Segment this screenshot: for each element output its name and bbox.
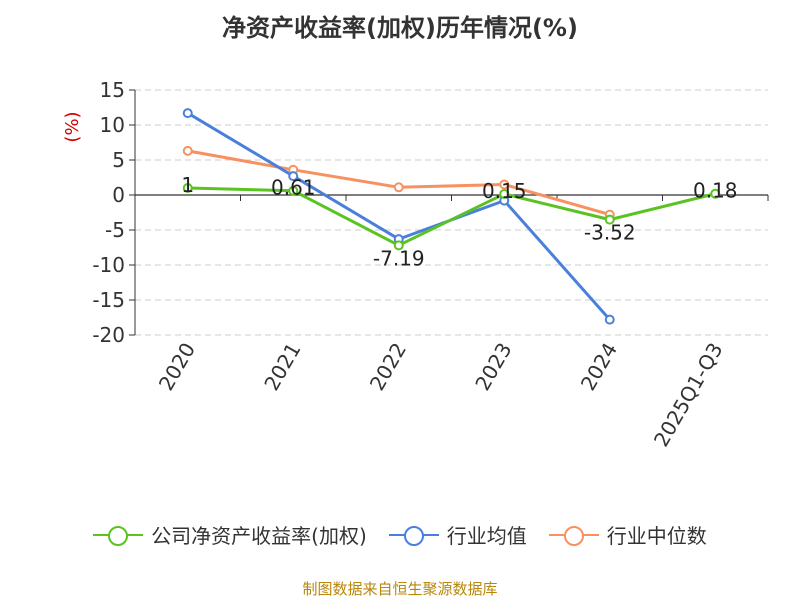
- legend-label: 行业中位数: [606, 524, 707, 548]
- data-label: 1: [181, 173, 194, 197]
- y-tick-label: -15: [92, 288, 125, 312]
- x-tick-label: 2020: [154, 339, 200, 395]
- y-tick-label: -5: [105, 218, 125, 242]
- data-point: [182, 108, 193, 119]
- data-label: 0.18: [693, 179, 738, 203]
- data-point: [182, 145, 193, 156]
- series-line-0: [187, 186, 716, 247]
- legend-label: 公司净资产收益率(加权): [151, 524, 367, 548]
- series-line-1: [186, 111, 611, 321]
- legend: 公司净资产收益率(加权) 行业均值 行业中位数: [0, 520, 800, 549]
- y-tick-label: 10: [100, 113, 125, 137]
- legend-item-industry-average[interactable]: 行业均值: [388, 520, 527, 549]
- data-point: [393, 240, 404, 251]
- data-label: -3.52: [584, 221, 636, 245]
- y-tick-label: -20: [92, 323, 125, 347]
- x-tick-label: 2022: [365, 339, 411, 395]
- data-point: [710, 188, 721, 199]
- legend-marker-icon: [388, 525, 439, 546]
- y-tick-label: 5: [112, 148, 125, 172]
- legend-marker-icon: [548, 525, 599, 546]
- x-tick-label: 2021: [259, 339, 305, 395]
- x-tick-label: 2024: [576, 339, 622, 395]
- y-tick-label: 0: [112, 183, 125, 207]
- legend-marker-icon: [93, 525, 144, 546]
- legend-item-company[interactable]: 公司净资产收益率(加权): [93, 520, 367, 549]
- legend-item-industry-median[interactable]: 行业中位数: [548, 520, 707, 549]
- data-label: -7.19: [373, 246, 425, 270]
- data-source-note: 制图数据来自恒生聚源数据库: [302, 580, 498, 598]
- data-point: [393, 182, 404, 193]
- data-point: [182, 183, 193, 193]
- data-label: 0.61: [271, 176, 316, 200]
- data-point: [499, 179, 510, 190]
- data-point: [288, 185, 299, 196]
- data-label: 0.15: [482, 179, 527, 203]
- data-point: [604, 214, 615, 225]
- legend-label: 行业均值: [446, 524, 527, 548]
- y-axis-label: (%): [62, 111, 83, 142]
- data-point: [604, 314, 615, 325]
- line-chart: 15 10 5 0 -5 -10 -15 -20 (%) 2020 2021 2022 2023 2024…: [62, 78, 769, 451]
- data-point: [499, 188, 510, 199]
- x-tick-label: 2025Q1-Q3: [649, 339, 728, 451]
- chart-title: 净资产收益率(加权)历年情况(%): [222, 14, 578, 42]
- data-point: [288, 171, 299, 182]
- y-tick-label: 15: [100, 78, 125, 102]
- x-tick-label: 2023: [470, 339, 516, 395]
- y-tick-label: -10: [92, 253, 125, 277]
